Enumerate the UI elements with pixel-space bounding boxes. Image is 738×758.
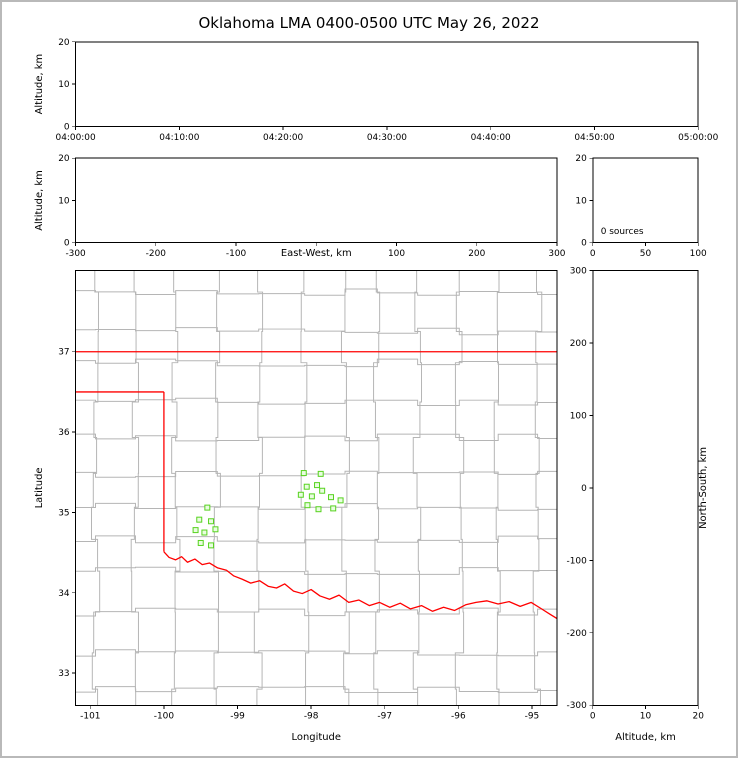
y-tick-label: 10	[58, 196, 70, 206]
x-tick-label: 100	[388, 249, 405, 259]
event-marker	[204, 504, 211, 511]
y-axis-label: Altitude, km	[34, 54, 45, 115]
x-tick-label: -100	[154, 712, 175, 722]
y-tick-label: 0	[581, 239, 587, 249]
x-tick-label: 100	[690, 249, 707, 259]
panel-frame	[592, 157, 699, 244]
x-tick-label: 10	[640, 712, 652, 722]
map-layers	[75, 270, 557, 706]
x-tick-label: 50	[640, 249, 652, 259]
panel-frame	[592, 270, 699, 706]
x-tick-label: -97	[377, 712, 392, 722]
event-marker	[208, 518, 215, 525]
panel-frame	[75, 270, 558, 706]
x-tick-label: 04:10:00	[159, 133, 199, 143]
panel-frame	[75, 41, 699, 127]
event-marker	[297, 491, 304, 498]
event-marker	[300, 470, 307, 477]
event-marker	[197, 539, 204, 546]
x-tick-label: -98	[304, 712, 319, 722]
event-marker	[303, 483, 310, 490]
y-tick-label: 300	[570, 267, 587, 277]
y-tick-label: 20	[575, 154, 587, 164]
y-axis-label: Altitude, km	[34, 170, 45, 231]
y-tick-label: 33	[58, 669, 69, 679]
y-tick-label: -100	[567, 556, 588, 566]
y-tick-label: 200	[570, 339, 587, 349]
x-tick-label: -200	[146, 249, 167, 259]
x-tick-label: 04:40:00	[471, 133, 511, 143]
event-marker	[308, 493, 315, 500]
event-marker	[330, 505, 337, 512]
x-tick-label: 04:30:00	[367, 133, 407, 143]
x-tick-label: 04:00:00	[56, 133, 96, 143]
event-marker	[328, 494, 334, 501]
event-marker	[315, 506, 322, 513]
x-tick-label: 04:50:00	[574, 133, 614, 143]
state-border	[163, 551, 557, 620]
x-tick-label: 200	[468, 249, 485, 259]
panel-time-height: 04:00:00 04:10:00 04:20:00 04:30:00 04:40:00…	[34, 38, 719, 143]
y-tick-label: -200	[567, 629, 588, 639]
y-axis-label: Latitude	[34, 467, 45, 508]
x-tick-label: 20	[693, 712, 705, 722]
y-tick-label: 0	[64, 122, 70, 132]
y-tick-label: 0	[581, 484, 587, 494]
y-tick-label: 37	[58, 348, 69, 358]
x-tick-label: -100	[226, 249, 247, 259]
event-marker	[337, 497, 344, 504]
y-tick-label: 100	[570, 411, 587, 421]
y-tick-label: 35	[58, 508, 69, 518]
y-tick-label: 34	[58, 589, 70, 599]
x-tick-label: 300	[548, 249, 565, 259]
annotation-zero-sources: 0 sources	[601, 227, 644, 237]
x-tick-label: 0	[590, 249, 596, 259]
y-tick-label: 20	[58, 154, 70, 164]
event-marker	[212, 526, 219, 533]
x-tick-label: -96	[451, 712, 466, 722]
y-tick-label: 10	[575, 196, 587, 206]
x-tick-label: -95	[525, 712, 540, 722]
figure-title: Oklahoma LMA 0400-0500 UTC May 26, 2022	[198, 14, 540, 32]
panel-ew-height: -300 -200 -100 100 200 300 0 10 20 Altitude, km Ea…	[34, 154, 566, 259]
y-tick-label: 20	[58, 38, 70, 48]
event-marker	[317, 470, 324, 477]
x-axis-label: Longitude	[292, 732, 341, 743]
x-axis-label: East-West, km	[281, 248, 352, 259]
y-tick-label: 36	[58, 428, 70, 438]
y-tick-label: -300	[567, 701, 588, 711]
event-marker	[314, 482, 321, 489]
panel-plan-view-map: -101 -100 -99 -98 -97 -96 -95 33 34 35 36 37 Latitud…	[34, 270, 558, 743]
event-marker	[208, 542, 215, 549]
event-marker	[304, 502, 311, 509]
y-tick-label: 0	[64, 239, 70, 249]
x-axis-label: Altitude, km	[615, 732, 676, 743]
event-marker	[201, 529, 208, 536]
panel-ns-height: 0 10 20 -300 -200 -100 0 100 200 300 North-South, …	[567, 267, 710, 744]
x-tick-label: -99	[230, 712, 245, 722]
event-marker	[192, 527, 199, 534]
x-tick-label: 0	[590, 712, 596, 722]
panel-frame	[75, 157, 558, 244]
x-tick-label: 05:00:00	[678, 133, 718, 143]
x-tick-label: -101	[80, 712, 100, 722]
event-marker	[319, 487, 326, 494]
event-marker	[196, 516, 203, 523]
panel-altitude-histogram: 0 50 100 0 10 20 0 sources	[575, 154, 707, 259]
x-tick-label: -300	[65, 249, 86, 259]
y-tick-label: 10	[58, 80, 70, 90]
y-axis-label-right: North-South, km	[698, 447, 709, 529]
x-tick-label: 04:20:00	[263, 133, 303, 143]
